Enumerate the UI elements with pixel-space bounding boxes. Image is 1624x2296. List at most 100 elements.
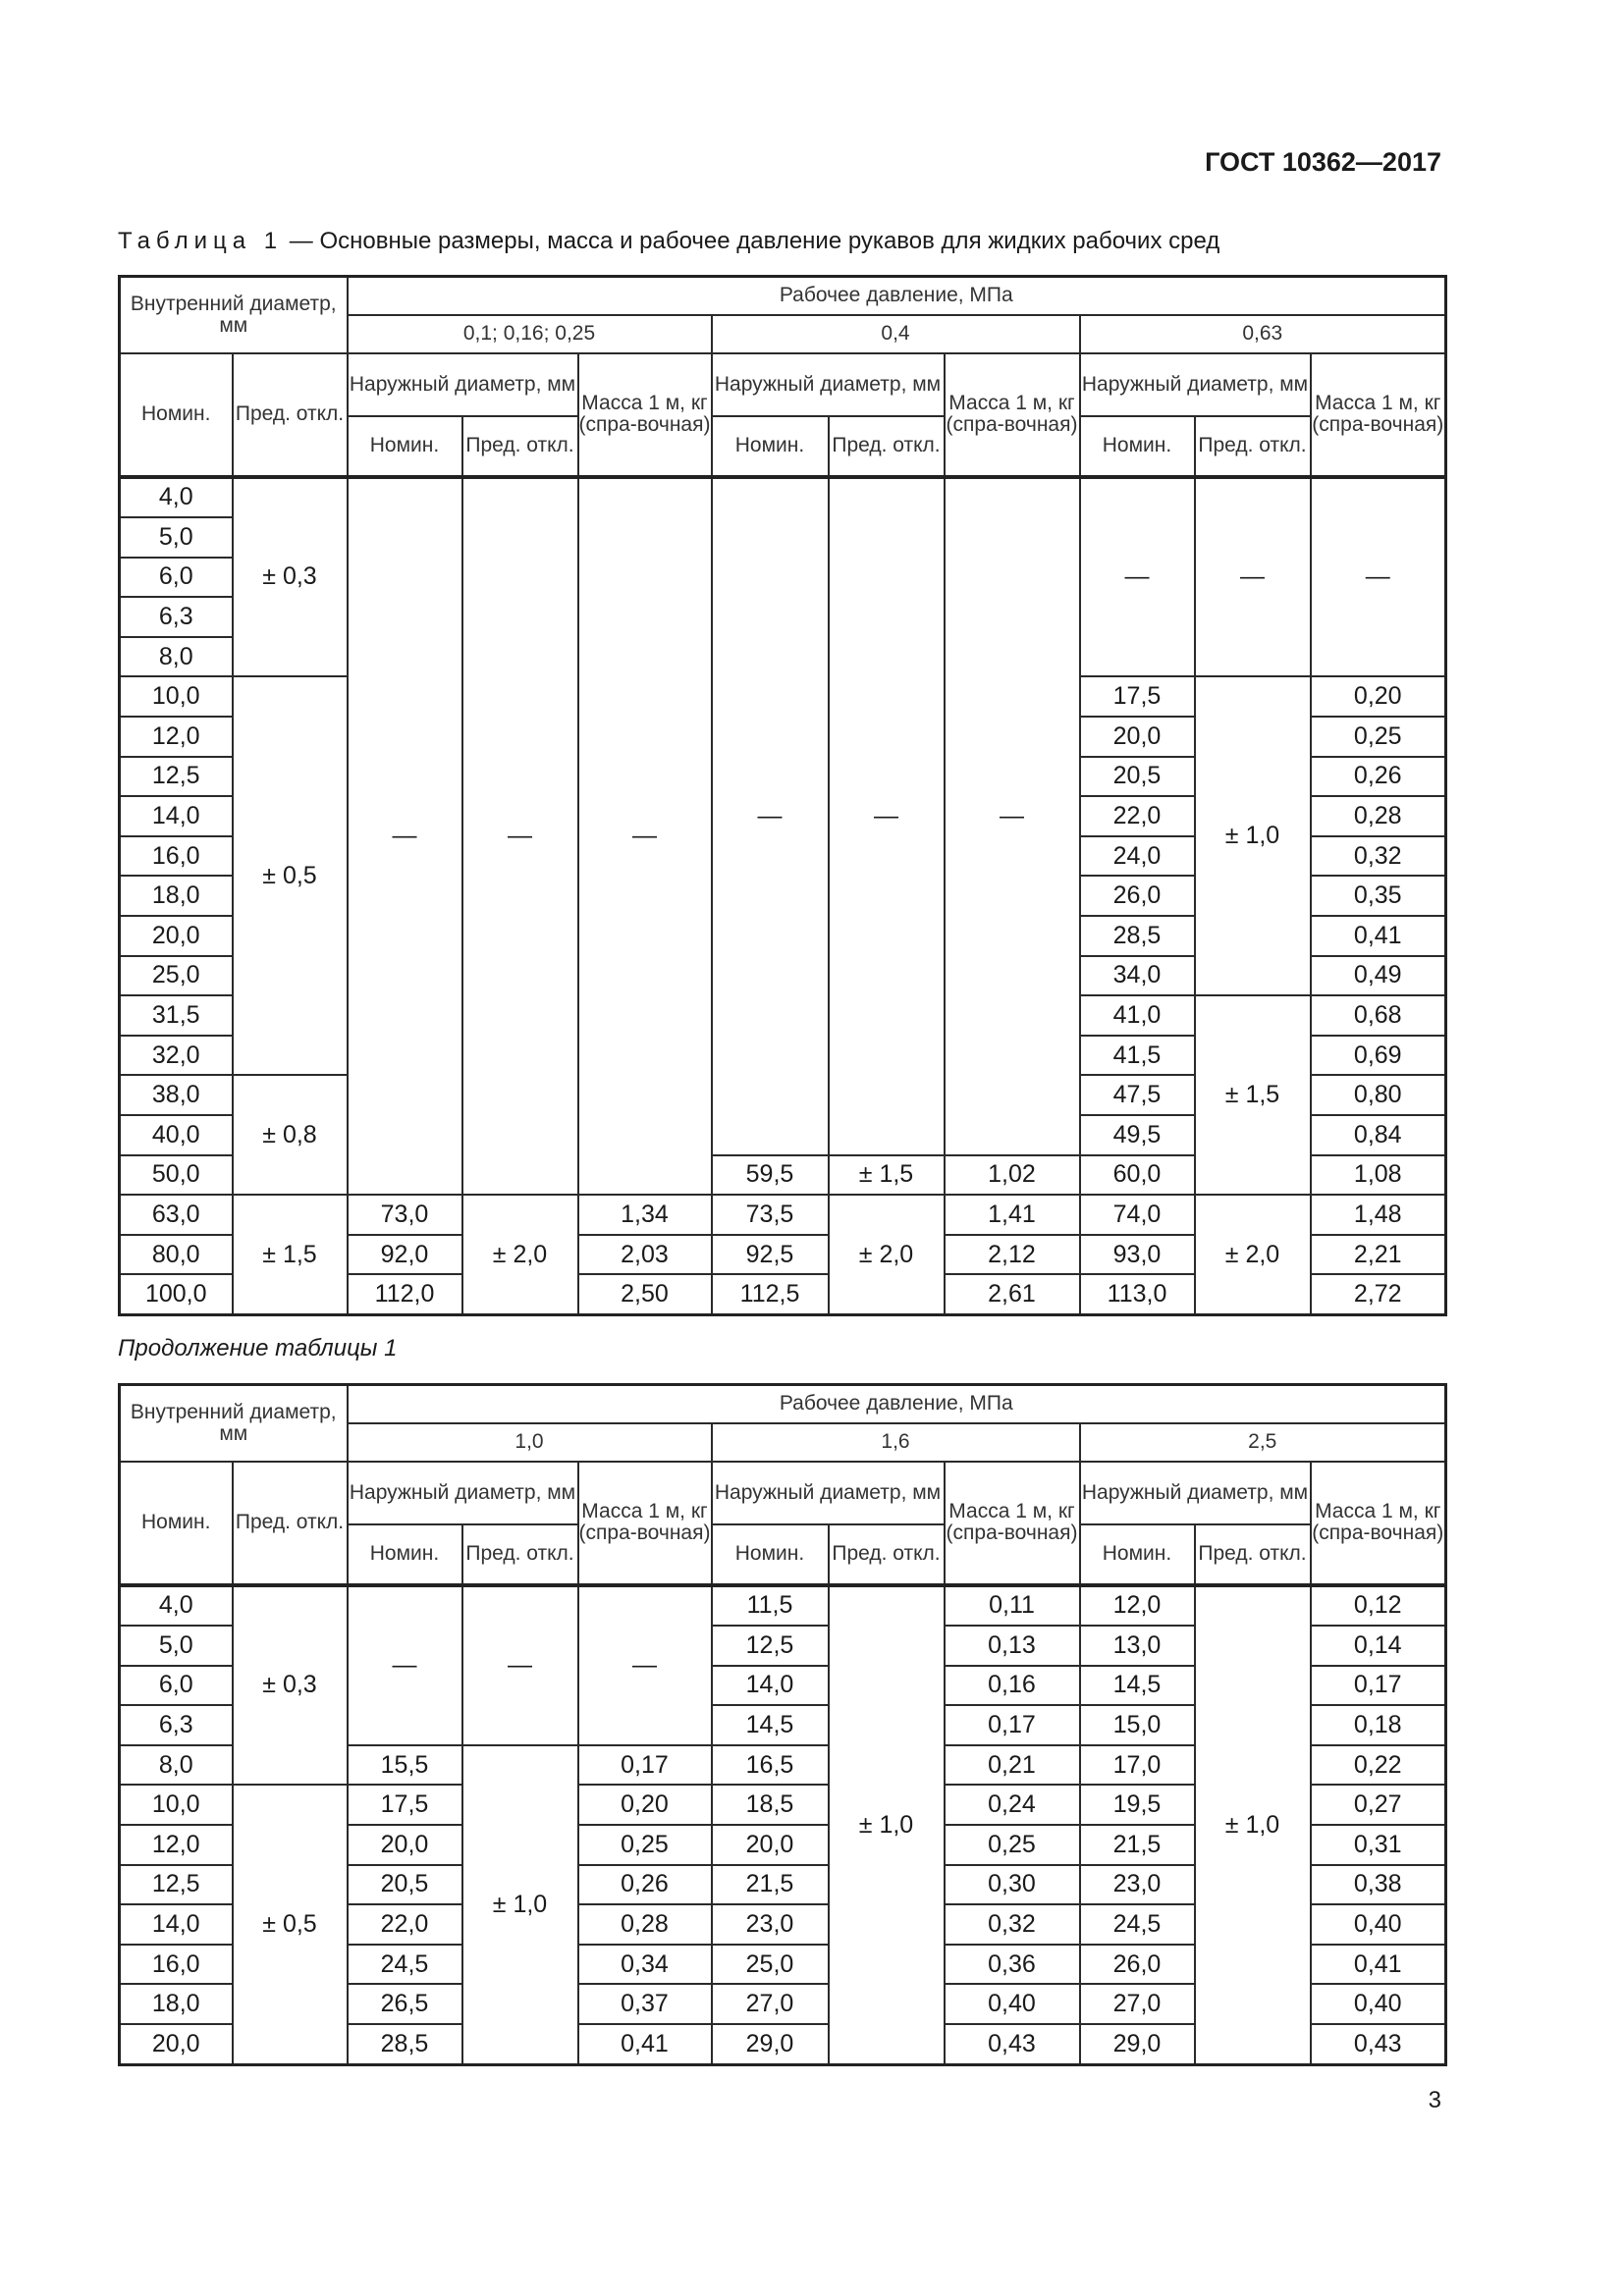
table-cell: 0,13 xyxy=(943,1625,1081,1667)
table-cell: 22,0 xyxy=(346,1903,463,1946)
table-cell: 0,36 xyxy=(943,1943,1081,1986)
table-cell: 0,40 xyxy=(943,1983,1081,2026)
table-cell: 6,0 xyxy=(118,556,234,599)
table-cell: 0,22 xyxy=(1309,1743,1447,1787)
table-cell: 1,41 xyxy=(943,1194,1081,1236)
table-row: 38,0 ± 0,8 47,5 0,80 xyxy=(118,1074,1447,1197)
table-cell: 2,61 xyxy=(943,1273,1081,1316)
table-row: 80,0 92,0 2,03 92,5 2,12 93,0 2,21 xyxy=(118,1233,1447,1276)
table-cell: ± 0,3 xyxy=(231,1583,349,1787)
table-cell: 0,69 xyxy=(1309,1034,1447,1077)
header-od-tolerance: Пред. откл. xyxy=(460,1522,579,1587)
table-row: 31,5 41,0 ± 1,5 0,68 xyxy=(118,994,1447,1197)
table-cell: 24,5 xyxy=(346,1943,463,1986)
table-cell: 14,0 xyxy=(118,1903,234,1946)
table-cell: 5,0 xyxy=(118,1625,234,1667)
table-cell: 0,41 xyxy=(1309,915,1447,957)
header-pressure: 0,4 xyxy=(710,313,1081,354)
table-cell: ± 1,0 xyxy=(460,1743,579,2066)
header-outer-diameter: Наружный диаметр, мм xyxy=(346,351,579,417)
table-cell: 92,0 xyxy=(346,1233,463,1276)
table-cell: 11,5 xyxy=(710,1583,830,1628)
continuation-label: Продолжение таблицы 1 xyxy=(118,1335,398,1362)
table-cell: 112,5 xyxy=(710,1273,830,1316)
table-cell: 0,84 xyxy=(1309,1114,1447,1156)
table-cell: 10,0 xyxy=(118,675,234,719)
table-cell: 0,34 xyxy=(576,1943,713,1986)
table-cell: 12,5 xyxy=(118,755,234,798)
table-cell: 12,5 xyxy=(710,1625,830,1667)
header-od-nominal: Номин. xyxy=(1078,1522,1196,1587)
table-row: 12,5 20,5 0,26 21,5 0,30 23,0 0,38 xyxy=(118,1863,1447,1906)
header-outer-diameter: Наружный диаметр, мм xyxy=(346,1460,579,1525)
header-outer-diameter: Наружный диаметр, мм xyxy=(710,351,946,417)
table-cell: 31,5 xyxy=(118,994,234,1037)
header-pressure: 1,6 xyxy=(710,1421,1081,1463)
table-cell: 5,0 xyxy=(118,516,234,559)
table-cell: 14,0 xyxy=(118,795,234,837)
table-cell: 112,0 xyxy=(346,1273,463,1316)
table-cell: 23,0 xyxy=(1078,1863,1196,1906)
table-cell: ± 2,0 xyxy=(1193,1194,1312,1316)
table-cell: 49,5 xyxy=(1078,1114,1196,1156)
table-row: 12,0 20,0 0,25 20,0 0,25 21,5 0,31 xyxy=(118,1824,1447,1866)
table-cell: 0,31 xyxy=(1309,1824,1447,1866)
table-cell: 2,21 xyxy=(1309,1233,1447,1276)
table-cell: 13,0 xyxy=(1078,1625,1196,1667)
table-cell: 0,11 xyxy=(943,1583,1081,1628)
table-cell: ± 2,0 xyxy=(460,1194,579,1316)
table-row: 6,0 xyxy=(118,556,1446,599)
table-cell: 20,5 xyxy=(1078,755,1196,798)
table-cell: 24,5 xyxy=(1078,1903,1196,1946)
table-cell: 32,0 xyxy=(118,1034,234,1077)
table-row: 32,0 41,5 0,69 xyxy=(118,1034,1447,1077)
table-cell: 2,50 xyxy=(576,1273,713,1316)
table-row: 25,0 34,0 0,49 xyxy=(118,954,1447,997)
table-cell: 4,0 xyxy=(118,475,234,519)
table-cell: 12,0 xyxy=(118,1824,234,1866)
table-row: 10,0 ± 0,5 17,5 0,20 18,5 0,24 19,5 0,27 xyxy=(118,1784,1447,2066)
table-cell: 59,5 xyxy=(710,1153,830,1197)
table-cell: 2,72 xyxy=(1309,1273,1447,1316)
header-working-pressure: Рабочее давление, МПа xyxy=(346,1383,1447,1424)
table-cell: 14,5 xyxy=(710,1704,830,1746)
table-cell: 28,5 xyxy=(346,2023,463,2066)
header-outer-diameter: Наружный диаметр, мм xyxy=(1078,351,1312,417)
header-nominal: Номин. xyxy=(118,351,234,479)
table-cell: 0,40 xyxy=(1309,1983,1447,2026)
table-cell: 73,0 xyxy=(346,1194,463,1236)
header-od-tolerance: Пред. откл. xyxy=(460,414,579,479)
table-cell: ± 1,0 xyxy=(1193,675,1312,997)
header-mass: Масса 1 м, кг (спра-вочная) xyxy=(1309,351,1447,479)
table-cell: 20,0 xyxy=(1078,716,1196,758)
table-cell: 60,0 xyxy=(1078,1153,1196,1197)
table-cell: — xyxy=(576,1583,713,1746)
table-cell: 73,5 xyxy=(710,1194,830,1236)
table-cell: 92,5 xyxy=(710,1233,830,1276)
header-od-nominal: Номин. xyxy=(346,1522,463,1587)
table-cell: 14,0 xyxy=(710,1664,830,1707)
header-od-nominal: Номин. xyxy=(346,414,463,479)
table-cell: — xyxy=(346,475,463,1197)
header-od-tolerance: Пред. откл. xyxy=(827,414,946,479)
table-cell: 74,0 xyxy=(1078,1194,1196,1236)
table-cell: 12,5 xyxy=(118,1863,234,1906)
table-cell: 29,0 xyxy=(1078,2023,1196,2066)
table-row: 5,0 12,5 0,13 13,0 0,14 xyxy=(118,1625,1447,1667)
table-cell: — xyxy=(827,475,946,1156)
table-cell: 0,14 xyxy=(1309,1625,1447,1667)
table-cell: — xyxy=(576,475,713,1197)
table-row: 20,0 28,5 0,41 xyxy=(118,915,1447,957)
table-row: 6,3 xyxy=(118,596,1446,638)
table-cell: 18,5 xyxy=(710,1784,830,1827)
table-cell: ± 0,5 xyxy=(231,1784,349,2066)
table-cell: 113,0 xyxy=(1078,1273,1196,1316)
table-cell: 0,80 xyxy=(1309,1074,1447,1116)
table-cell: 18,0 xyxy=(118,875,234,918)
table-cell: 25,0 xyxy=(710,1943,830,1986)
header-od-tolerance: Пред. откл. xyxy=(1193,414,1312,479)
table-cell: 16,0 xyxy=(118,834,234,878)
table-caption: Таблица 1 — Основные размеры, масса и ра… xyxy=(118,228,1219,255)
table-cell: 0,32 xyxy=(943,1903,1081,1946)
table-cell: 22,0 xyxy=(1078,795,1196,837)
